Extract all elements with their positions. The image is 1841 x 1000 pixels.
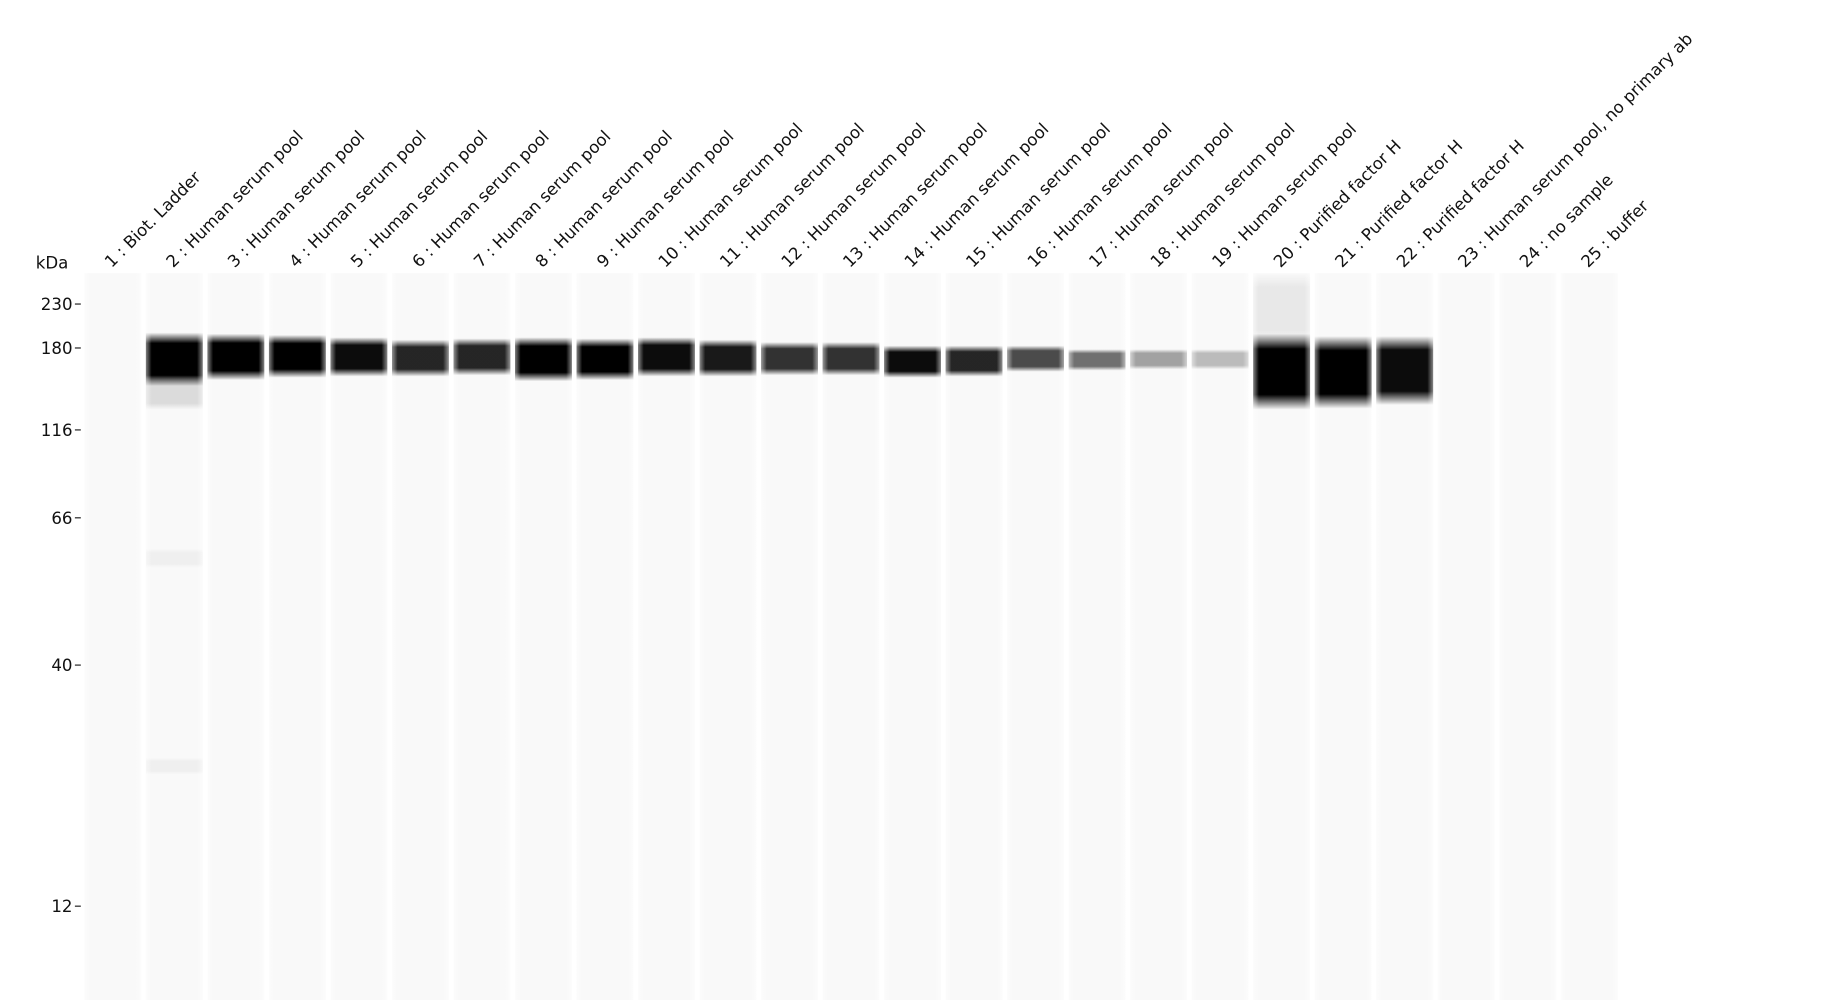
lane-edge (761, 273, 818, 1000)
lane-edge (1560, 273, 1618, 1000)
lane-label: 23 : Human serum pool, no primary ab (1454, 29, 1696, 271)
lane-edge (268, 273, 326, 1000)
lane-edge (822, 273, 880, 1000)
lane-edge (145, 273, 203, 1000)
lane-edge (1437, 273, 1495, 1000)
lane-edge (638, 273, 695, 1000)
lane-edge (884, 273, 941, 1000)
lane-edge (1068, 273, 1126, 1000)
lane-edge (330, 273, 388, 1000)
lane-edge (1499, 273, 1557, 1000)
lane-edge (84, 273, 142, 1000)
lane-edge (699, 273, 757, 1000)
tick-label: 116 (41, 421, 73, 440)
lane-edge (1130, 273, 1188, 1000)
tick-label: 40 (51, 656, 72, 675)
lane-edge (1007, 273, 1064, 1000)
axis-label: kDa (36, 253, 69, 272)
lane-edge (207, 273, 265, 1000)
lane-edge (515, 273, 572, 1000)
lane-edge (1376, 273, 1434, 1000)
lane-edge (576, 273, 634, 1000)
lane-edge (391, 273, 449, 1000)
tick-label: 180 (41, 339, 73, 358)
lane-edge (1191, 273, 1249, 1000)
tick-label: 66 (51, 509, 72, 528)
lane-edge (1314, 273, 1372, 1000)
lane-edge (1253, 273, 1311, 1000)
lane-edge (945, 273, 1003, 1000)
lane-edge (453, 273, 511, 1000)
tick-label: 12 (51, 897, 72, 916)
tick-label: 230 (41, 295, 73, 314)
